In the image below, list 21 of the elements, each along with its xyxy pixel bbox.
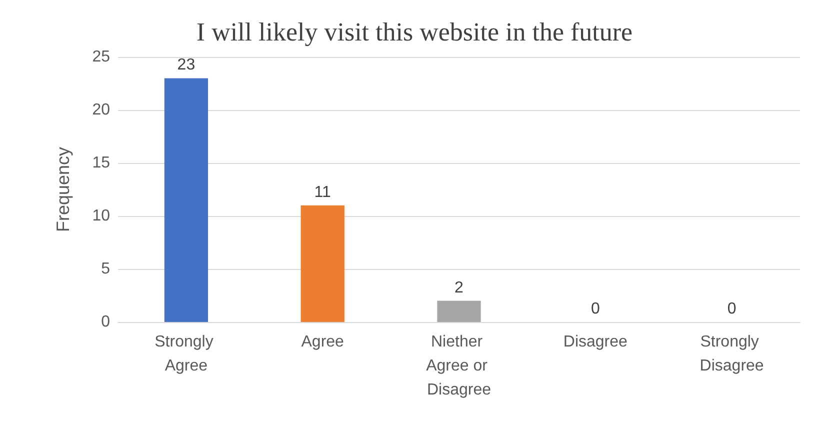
data-label: 11: [314, 184, 332, 201]
y-tick-label: 10: [92, 208, 110, 224]
bar: [164, 78, 208, 322]
data-label: 0: [727, 300, 736, 318]
y-tick-label: 25: [92, 48, 110, 66]
y-axis-title: Frequency: [53, 146, 73, 232]
bar: [300, 205, 344, 322]
x-tick-label: Strongly Agree: [154, 334, 218, 374]
x-tick-label: Strongly Disagree: [700, 334, 764, 374]
y-tick-label: 0: [101, 314, 110, 330]
x-tick-label: Niether Agree or Disagree: [426, 334, 492, 398]
data-label: 0: [590, 300, 600, 318]
chart-title: I will likely visit this website in the future: [196, 18, 633, 46]
y-tick-label: 15: [92, 154, 110, 172]
y-tick-label: 20: [92, 102, 110, 118]
bar: [437, 300, 481, 322]
data-label: 23: [177, 56, 196, 74]
x-tick-label: Agree: [301, 334, 344, 350]
data-label: 2: [454, 279, 464, 296]
y-tick-label: 5: [101, 260, 110, 278]
x-tick-label: Disagree: [563, 334, 628, 350]
